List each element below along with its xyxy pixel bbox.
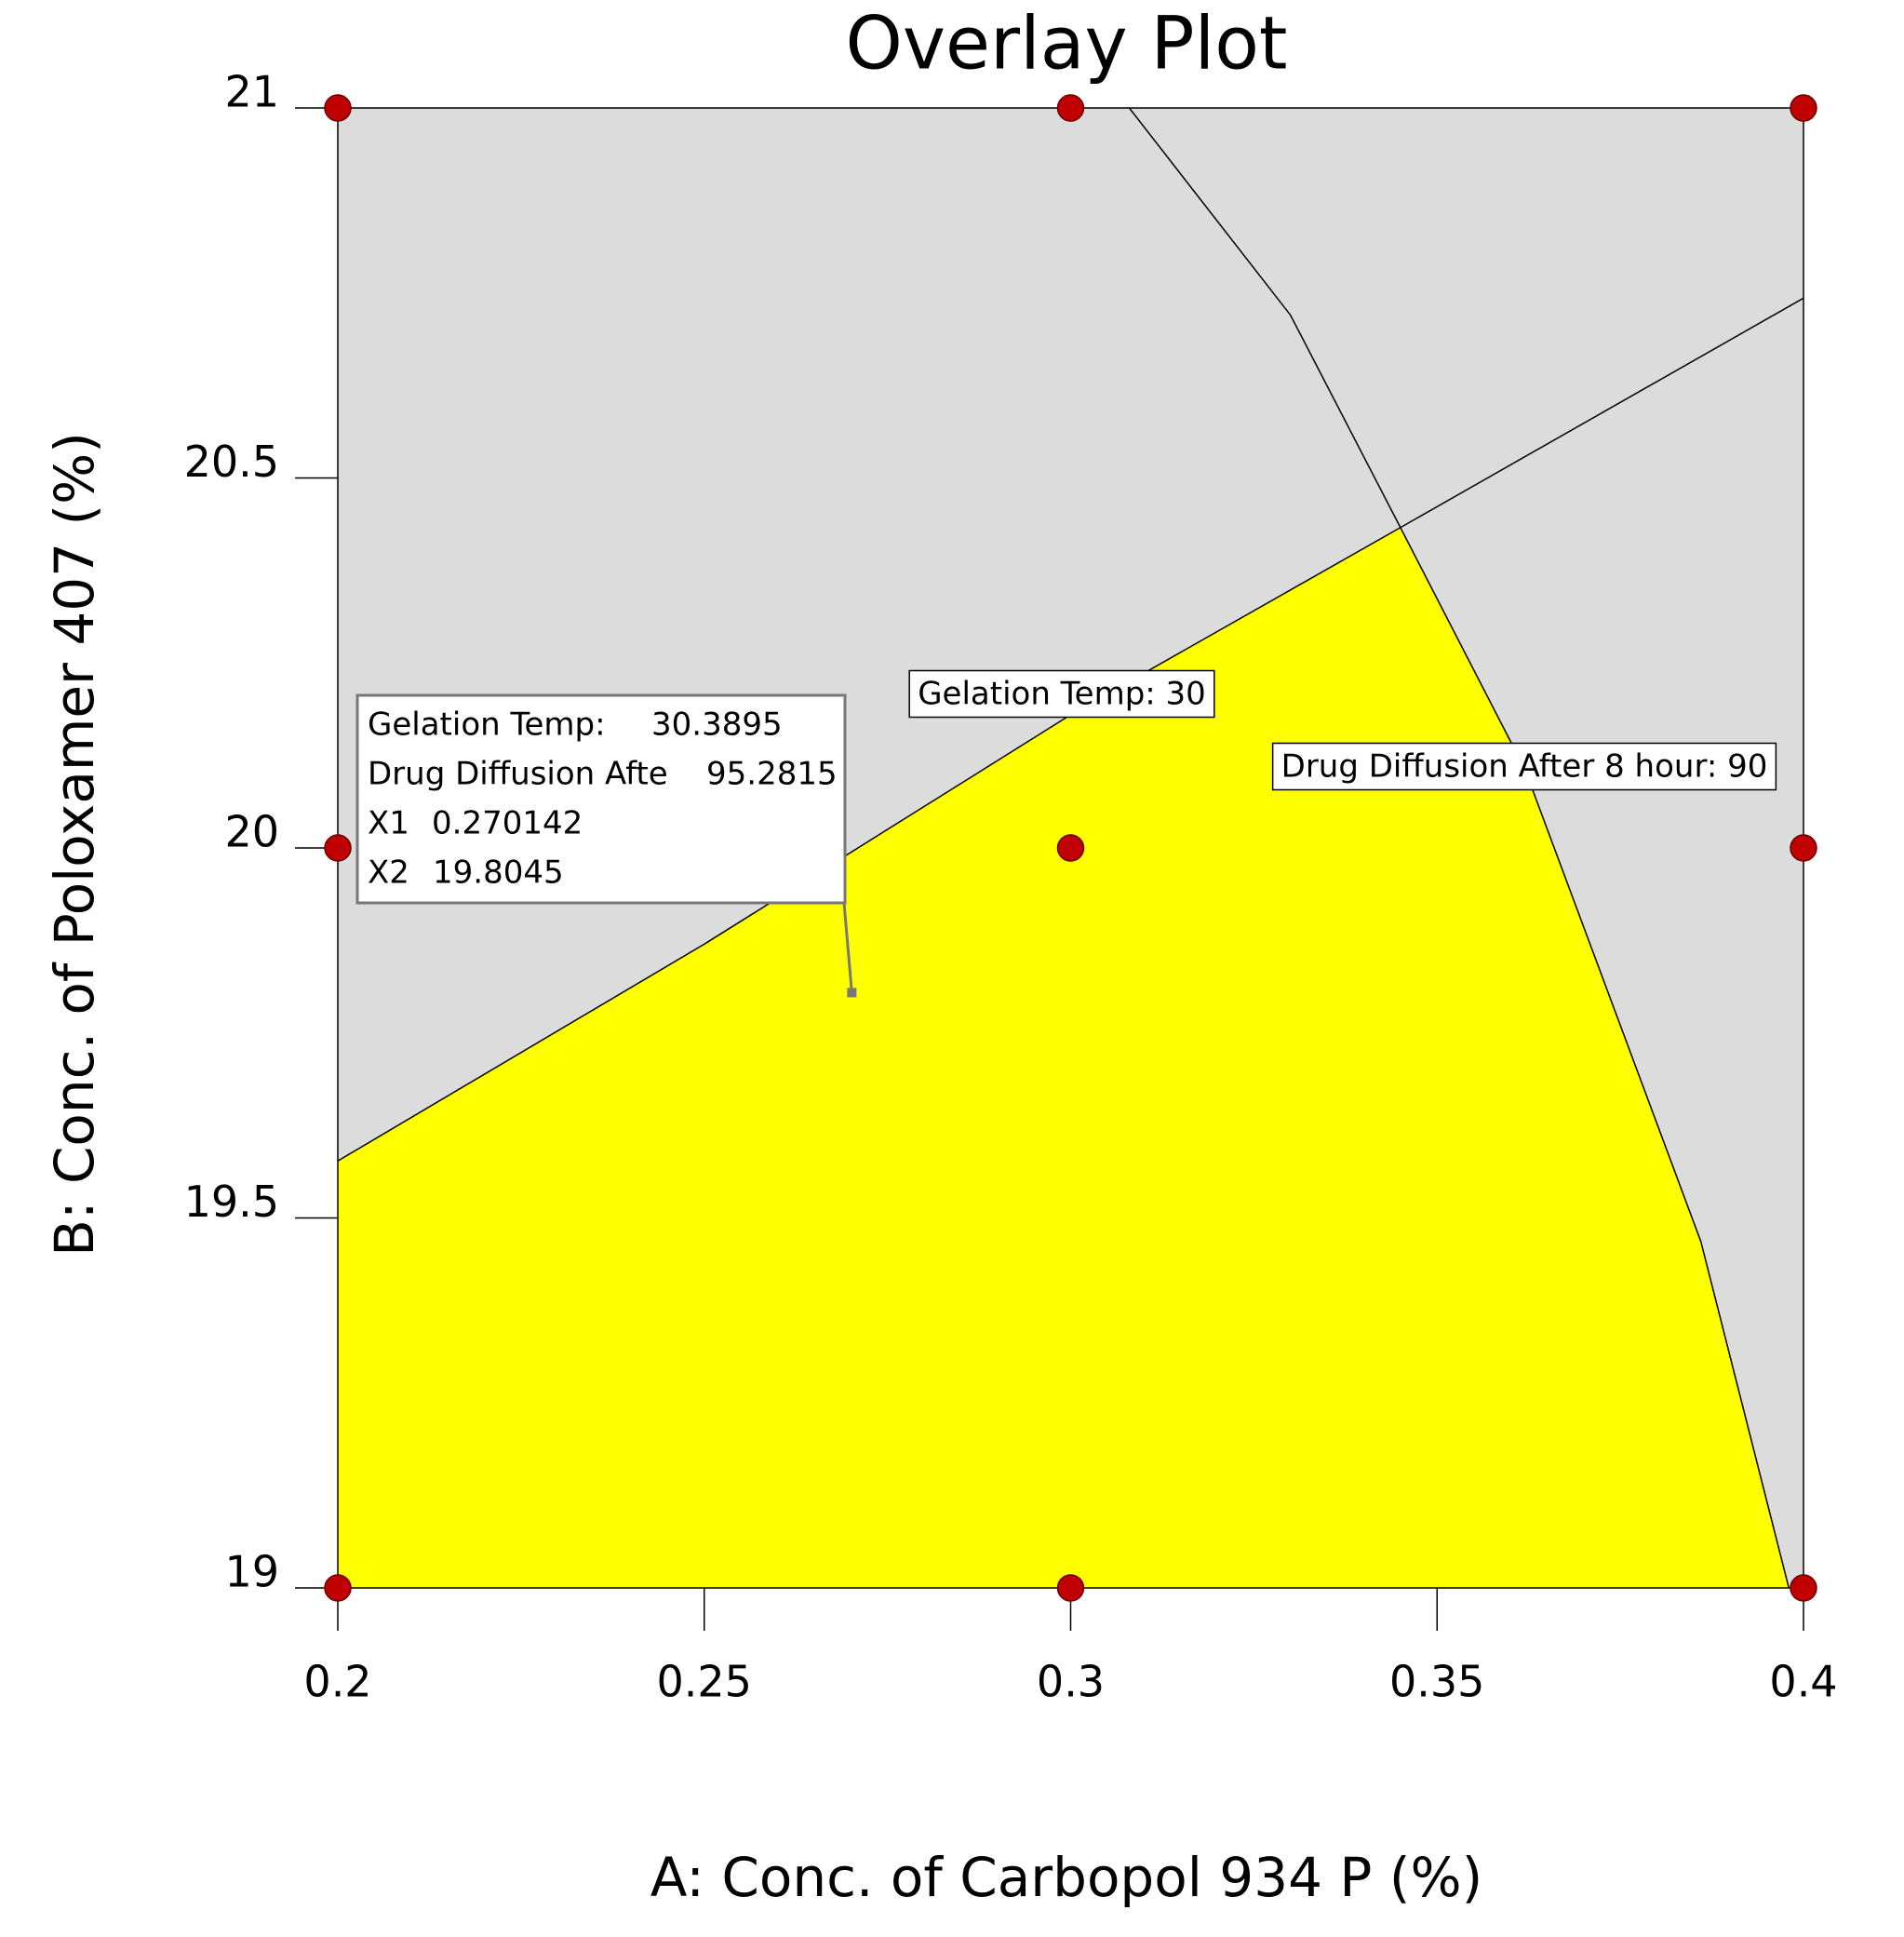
y-tick-label: 21 [224,67,279,117]
y-tick-label: 20 [224,807,279,857]
contour-label: Drug Diffusion After 8 hour: 90 [1281,748,1768,786]
flag-pointer [842,902,853,993]
flag-value: 95.2815 [706,756,838,793]
contour-label: Gelation Temp: 30 [918,676,1206,713]
design-point [1056,94,1085,122]
flag-value: 19.8045 [433,854,564,892]
x-tick-label: 0.35 [1389,1657,1484,1707]
contour-line [1128,107,1790,1589]
design-point [1790,94,1817,122]
y-tick-label: 19 [224,1547,279,1597]
flag-label: Drug Diffusion Afte [368,756,668,793]
design-point [1056,1574,1085,1602]
x-tick-label: 0.4 [1769,1657,1837,1707]
y-axis-title: B: Conc. of Poloxamer 407 (%) [43,432,106,1257]
x-axis-title: A: Conc. of Carbopol 934 P (%) [650,1846,1482,1909]
flag-value: 30.3895 [651,706,783,744]
design-point [324,1574,352,1602]
flag-value: 0.270142 [432,805,583,842]
chart-title: Overlay Plot [845,2,1287,86]
design-point [324,94,352,122]
design-point [1056,834,1085,862]
x-tick-label: 0.2 [303,1657,371,1707]
feasible-region [338,527,1790,1588]
contour-label-box [1271,742,1777,791]
design-point [1790,1574,1817,1602]
flag-label: X1 [368,805,409,842]
y-tick-label: 20.5 [184,437,279,487]
y-tick-label: 19.5 [184,1177,279,1227]
design-point [1790,834,1817,862]
flag-label: Gelation Temp: [368,706,606,744]
flag-label: X2 [368,854,409,892]
x-tick-label: 0.25 [657,1657,752,1707]
design-point [324,834,352,862]
contour-label-box [908,669,1215,719]
flag-point [847,988,857,998]
x-tick-label: 0.3 [1037,1657,1105,1707]
flag-box [355,693,847,905]
